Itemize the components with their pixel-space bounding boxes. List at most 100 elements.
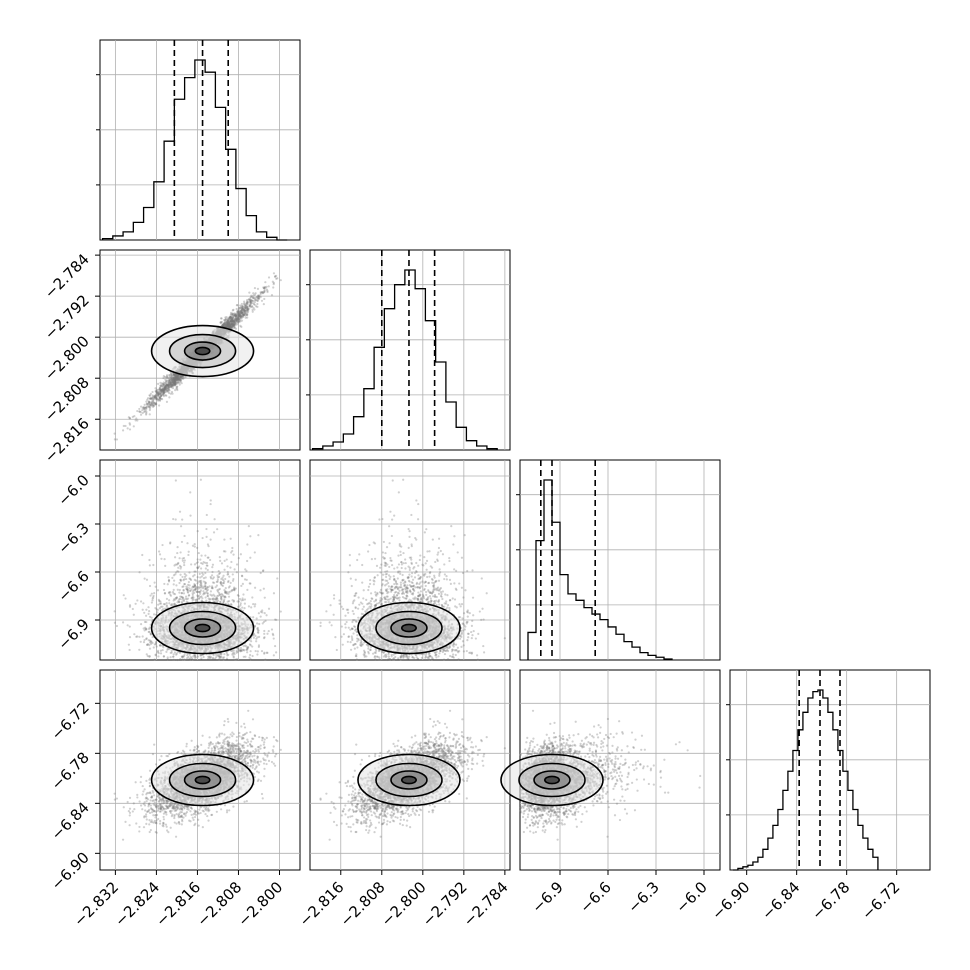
- scatter-point: [259, 615, 262, 618]
- scatter-point: [165, 389, 168, 392]
- scatter-point: [174, 518, 177, 521]
- scatter-point: [173, 377, 176, 380]
- scatter-point: [178, 591, 181, 594]
- scatter-point: [239, 315, 242, 319]
- scatter-point: [176, 376, 179, 379]
- scatter-point: [164, 564, 167, 567]
- scatter-point: [194, 570, 197, 573]
- scatter-point: [127, 643, 130, 646]
- scatter-point: [232, 324, 235, 327]
- scatter-point: [170, 377, 174, 380]
- scatter-point: [209, 499, 212, 502]
- scatter-point: [253, 551, 256, 554]
- scatter-point: [143, 408, 146, 411]
- histogram-0: [101, 59, 288, 241]
- scatter-point: [230, 320, 233, 323]
- scatter-point: [160, 385, 163, 388]
- scatter-point: [244, 304, 247, 307]
- scatter-point: [224, 322, 227, 325]
- scatter-point: [227, 324, 230, 327]
- scatter-point: [244, 309, 247, 312]
- scatter-point: [175, 584, 178, 587]
- scatter-point: [237, 320, 240, 323]
- scatter-point: [160, 393, 163, 396]
- scatter-point: [231, 315, 234, 319]
- scatter-point: [251, 305, 254, 308]
- scatter-point: [263, 297, 266, 301]
- scatter-point: [169, 385, 172, 388]
- scatter-point: [183, 534, 186, 538]
- scatter-point: [164, 384, 167, 387]
- scatter-point: [226, 318, 229, 321]
- scatter-point: [231, 322, 234, 325]
- scatter-point: [136, 409, 139, 413]
- scatter-point: [155, 645, 158, 648]
- scatter-point: [148, 400, 151, 403]
- scatter-point: [236, 320, 239, 323]
- scatter-point: [249, 535, 252, 538]
- scatter-point: [231, 319, 235, 323]
- scatter-point: [223, 318, 226, 322]
- scatter-point: [267, 276, 271, 279]
- scatter-point: [136, 635, 139, 638]
- scatter-point: [253, 308, 256, 311]
- scatter-point: [156, 589, 160, 592]
- scatter-point: [202, 590, 205, 593]
- scatter-point: [174, 379, 177, 382]
- scatter-point: [122, 424, 125, 428]
- scatter-point: [121, 429, 125, 432]
- scatter-point: [223, 595, 226, 599]
- scatter-point: [231, 546, 234, 550]
- scatter-point: [257, 295, 261, 298]
- scatter-point: [245, 311, 248, 314]
- scatter-point: [237, 314, 240, 317]
- scatter-point: [273, 275, 277, 278]
- scatter-point: [276, 577, 279, 580]
- scatter-point: [263, 632, 266, 635]
- scatter-point: [224, 318, 228, 321]
- scatter-point: [165, 400, 169, 403]
- scatter-point: [229, 320, 233, 323]
- scatter-point: [180, 592, 183, 595]
- scatter-point: [264, 658, 267, 661]
- scatter-point: [272, 286, 275, 289]
- scatter-point: [223, 325, 227, 328]
- scatter-point: [161, 382, 165, 385]
- scatter-point: [206, 564, 209, 567]
- scatter-point: [190, 563, 193, 566]
- scatter-point: [246, 300, 249, 304]
- scatter-point: [232, 308, 235, 311]
- scatter-point: [200, 554, 203, 557]
- scatter-point: [162, 388, 166, 391]
- scatter-point: [197, 551, 200, 555]
- panel-hist-1: [309, 249, 511, 451]
- scatter-point: [243, 309, 246, 312]
- scatter-point: [128, 428, 132, 431]
- scatter-point: [155, 608, 158, 611]
- scatter-point: [235, 315, 238, 318]
- scatter-point: [271, 280, 274, 283]
- scatter-point: [148, 564, 151, 567]
- scatter-point: [158, 399, 162, 402]
- scatter-point: [235, 319, 238, 322]
- scatter-point: [253, 286, 257, 290]
- scatter-point: [225, 316, 228, 319]
- scatter-point: [145, 402, 148, 405]
- scatter-point: [159, 381, 162, 384]
- scatter-point: [231, 573, 234, 576]
- scatter-point: [204, 596, 207, 599]
- scatter-point: [171, 386, 175, 390]
- scatter-point: [153, 581, 156, 584]
- scatter-point: [162, 389, 165, 392]
- panel-hist-3: [729, 669, 931, 871]
- scatter-point: [128, 417, 131, 420]
- scatter-point: [176, 377, 179, 381]
- scatter-point: [153, 592, 156, 595]
- scatter-point: [157, 655, 160, 658]
- histogram-3: [732, 689, 879, 871]
- scatter-point: [149, 397, 152, 400]
- scatter-point: [272, 272, 276, 275]
- scatter-point: [165, 382, 168, 386]
- scatter-point: [176, 378, 180, 381]
- scatter-point: [113, 438, 117, 441]
